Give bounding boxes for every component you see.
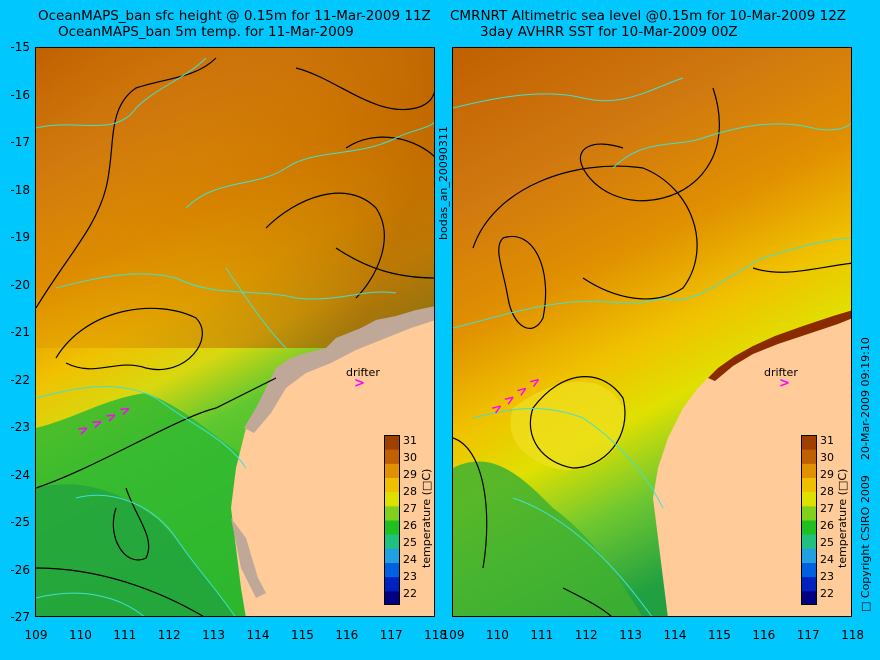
colorbar-tick-label: 25 bbox=[403, 536, 417, 549]
colorbar-tick-label: 25 bbox=[820, 536, 834, 549]
x-tick-label: 109 bbox=[441, 628, 465, 642]
x-tick-label: 116 bbox=[752, 628, 776, 642]
y-tick-label: -21 bbox=[10, 325, 30, 339]
colorbar-swatch bbox=[384, 435, 400, 450]
x-tick-label: 117 bbox=[379, 628, 403, 642]
colorbar-swatch bbox=[801, 435, 817, 450]
timestamp-text: 20-Mar-2009 09:19:10 bbox=[859, 337, 872, 460]
colorbar-tick-label: 31 bbox=[820, 434, 834, 447]
colorbar-tick-label: 26 bbox=[820, 519, 834, 532]
x-tick-label: 113 bbox=[619, 628, 643, 642]
colorbar-tick-label: 29 bbox=[403, 468, 417, 481]
left-colorbar-title: temperature (□C) bbox=[420, 468, 433, 568]
x-tick-label: 118 bbox=[424, 628, 448, 642]
x-tick-label: 111 bbox=[113, 628, 137, 642]
left-land-mask bbox=[244, 306, 434, 433]
x-tick-label: 112 bbox=[157, 628, 181, 642]
left-drifter-label: drifter bbox=[346, 366, 380, 379]
x-tick-label: 116 bbox=[335, 628, 359, 642]
y-tick-label: -26 bbox=[10, 562, 30, 577]
colorbar-tick-label: 26 bbox=[403, 519, 417, 532]
left-colorbar bbox=[384, 435, 400, 605]
left-map-panel: drifter > > > > > 31 30 29 28 27 26 25 24 23 22 t… bbox=[35, 47, 435, 617]
right-colorbar bbox=[801, 435, 817, 605]
colorbar-tick-label: 31 bbox=[403, 434, 417, 447]
colorbar-swatch bbox=[801, 534, 817, 549]
colorbar-swatch bbox=[384, 590, 400, 605]
y-tick-label: -27 bbox=[10, 610, 30, 624]
right-drifter-marker: > bbox=[779, 376, 790, 391]
left-map bbox=[36, 48, 434, 616]
colorbar-tick-label: 24 bbox=[820, 553, 834, 566]
y-tick-label: -19 bbox=[10, 230, 30, 244]
colorbar-swatch bbox=[384, 449, 400, 464]
y-tick-label: -25 bbox=[10, 515, 30, 529]
right-title-line2: 3day AVHRR SST for 10-Mar-2009 00Z bbox=[480, 24, 738, 40]
colorbar-swatch bbox=[801, 491, 817, 507]
colorbar-swatch bbox=[801, 449, 817, 464]
x-tick-label: 111 bbox=[530, 628, 554, 642]
colorbar-tick-label: 28 bbox=[820, 485, 834, 498]
colorbar-swatch bbox=[801, 505, 817, 521]
colorbar-swatch bbox=[384, 534, 400, 549]
x-tick-label: 109 bbox=[24, 628, 48, 642]
colorbar-tick-label: 29 bbox=[820, 468, 834, 481]
colorbar-tick-label: 27 bbox=[820, 502, 834, 515]
y-tick-label: -18 bbox=[10, 182, 30, 197]
y-tick-label: -15 bbox=[10, 40, 30, 54]
colorbar-swatch bbox=[801, 576, 817, 592]
x-tick-label: 114 bbox=[246, 628, 270, 642]
colorbar-swatch bbox=[384, 477, 400, 493]
colorbar-tick-label: 23 bbox=[820, 570, 834, 583]
right-map bbox=[453, 48, 851, 616]
colorbar-tick-label: 22 bbox=[820, 587, 834, 600]
colorbar-swatch bbox=[801, 463, 817, 478]
y-tick-label: -20 bbox=[10, 277, 30, 292]
colorbar-swatch bbox=[801, 548, 817, 563]
x-tick-label: 113 bbox=[202, 628, 226, 642]
colorbar-swatch bbox=[384, 505, 400, 521]
left-title-line1: OceanMAPS_ban sfc height @ 0.15m for 11-… bbox=[38, 8, 431, 24]
colorbar-tick-label: 28 bbox=[403, 485, 417, 498]
colorbar-swatch bbox=[384, 463, 400, 478]
right-colorbar-title: temperature (□C) bbox=[836, 468, 849, 568]
colorbar-swatch bbox=[384, 576, 400, 592]
x-tick-label: 114 bbox=[663, 628, 687, 642]
side-text-middle: bodas_an_20090311 bbox=[437, 126, 450, 240]
x-tick-label: 115 bbox=[707, 628, 731, 642]
colorbar-swatch bbox=[801, 477, 817, 493]
colorbar-swatch bbox=[801, 562, 817, 578]
colorbar-tick-label: 23 bbox=[403, 570, 417, 583]
y-tick-label: -22 bbox=[10, 372, 30, 387]
colorbar-swatch bbox=[384, 520, 400, 535]
copyright-text: □ Copyright CSIRO 2009 bbox=[859, 475, 872, 612]
x-tick-label: 112 bbox=[574, 628, 598, 642]
colorbar-tick-label: 30 bbox=[820, 451, 834, 464]
x-tick-label: 115 bbox=[290, 628, 314, 642]
x-tick-label: 118 bbox=[841, 628, 865, 642]
x-tick-label: 110 bbox=[485, 628, 509, 642]
colorbar-tick-label: 22 bbox=[403, 587, 417, 600]
colorbar-swatch bbox=[801, 520, 817, 535]
colorbar-swatch bbox=[384, 491, 400, 507]
right-title-line1: CMRNRT Altimetric sea level @0.15m for 1… bbox=[450, 8, 847, 24]
left-drifter-marker: > bbox=[354, 376, 365, 391]
y-tick-label: -17 bbox=[10, 135, 30, 149]
x-tick-label: 110 bbox=[68, 628, 92, 642]
right-map-panel: drifter > > > > > 31 30 29 28 27 26 25 24 23 22 t… bbox=[452, 47, 852, 617]
colorbar-swatch bbox=[384, 548, 400, 563]
colorbar-tick-label: 30 bbox=[403, 451, 417, 464]
y-tick-label: -16 bbox=[10, 87, 30, 102]
y-tick-label: -24 bbox=[10, 467, 30, 482]
left-title-line2: OceanMAPS_ban 5m temp. for 11-Mar-2009 bbox=[58, 24, 354, 40]
colorbar-swatch bbox=[801, 590, 817, 605]
y-tick-label: -23 bbox=[10, 420, 30, 434]
right-drifter-label: drifter bbox=[764, 366, 798, 379]
colorbar-tick-label: 24 bbox=[403, 553, 417, 566]
x-tick-label: 117 bbox=[796, 628, 820, 642]
colorbar-swatch bbox=[384, 562, 400, 578]
colorbar-tick-label: 27 bbox=[403, 502, 417, 515]
